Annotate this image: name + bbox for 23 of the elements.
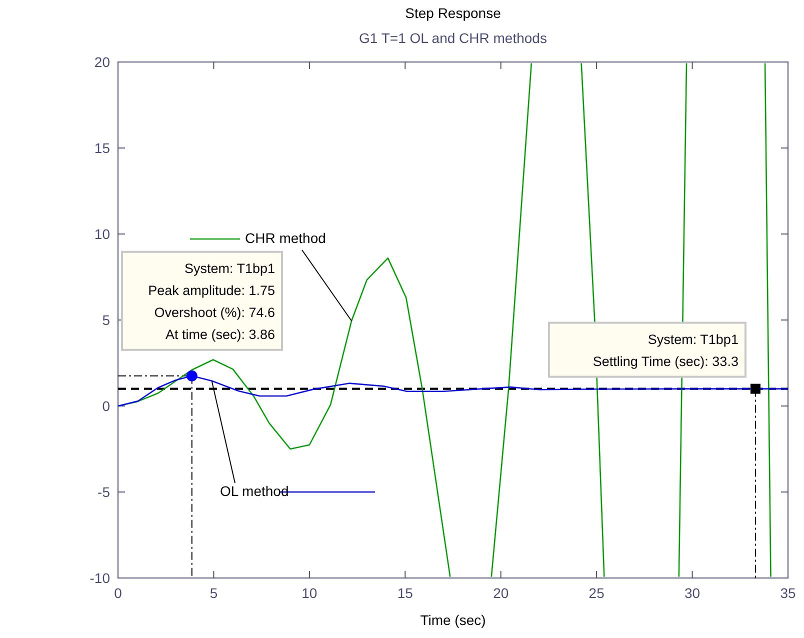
- line-series: [118, 63, 772, 577]
- y-tick-label: 15: [94, 140, 110, 156]
- y-tick-label: 10: [94, 226, 110, 242]
- x-tick-label: 5: [210, 585, 218, 601]
- x-tick-label: 30: [684, 585, 700, 601]
- y-tick-label: 5: [102, 312, 110, 328]
- y-tick-label: 0: [102, 398, 110, 414]
- y-tick-label: 20: [94, 54, 110, 70]
- text: OL method: [220, 483, 289, 499]
- annotation: System: T1bp1 Settling Time (sec): 33.3: [592, 332, 738, 369]
- x-tick-label: 15: [397, 585, 414, 601]
- x-tick-label: 35: [780, 585, 796, 601]
- x-tick-label: 10: [302, 585, 318, 601]
- chart-subtitle: G1 T=1 OL and CHR methods: [359, 30, 547, 46]
- y-tick-label: -10: [90, 570, 110, 586]
- legend-label: CHR method: [245, 230, 326, 246]
- x-tick-label: 0: [114, 585, 122, 601]
- y-tick-label: -5: [98, 484, 110, 500]
- x-tick-label: 20: [493, 585, 509, 601]
- x-tick-label: 25: [588, 585, 605, 601]
- annotation: System: T1bp1 Peak amplitude: 1.75 Overshoot (%): 74.6 At time (sec): 3.86: [148, 260, 275, 342]
- x-axis-title: Time (sec): [420, 612, 486, 628]
- chart-title: Step Response: [405, 5, 502, 21]
